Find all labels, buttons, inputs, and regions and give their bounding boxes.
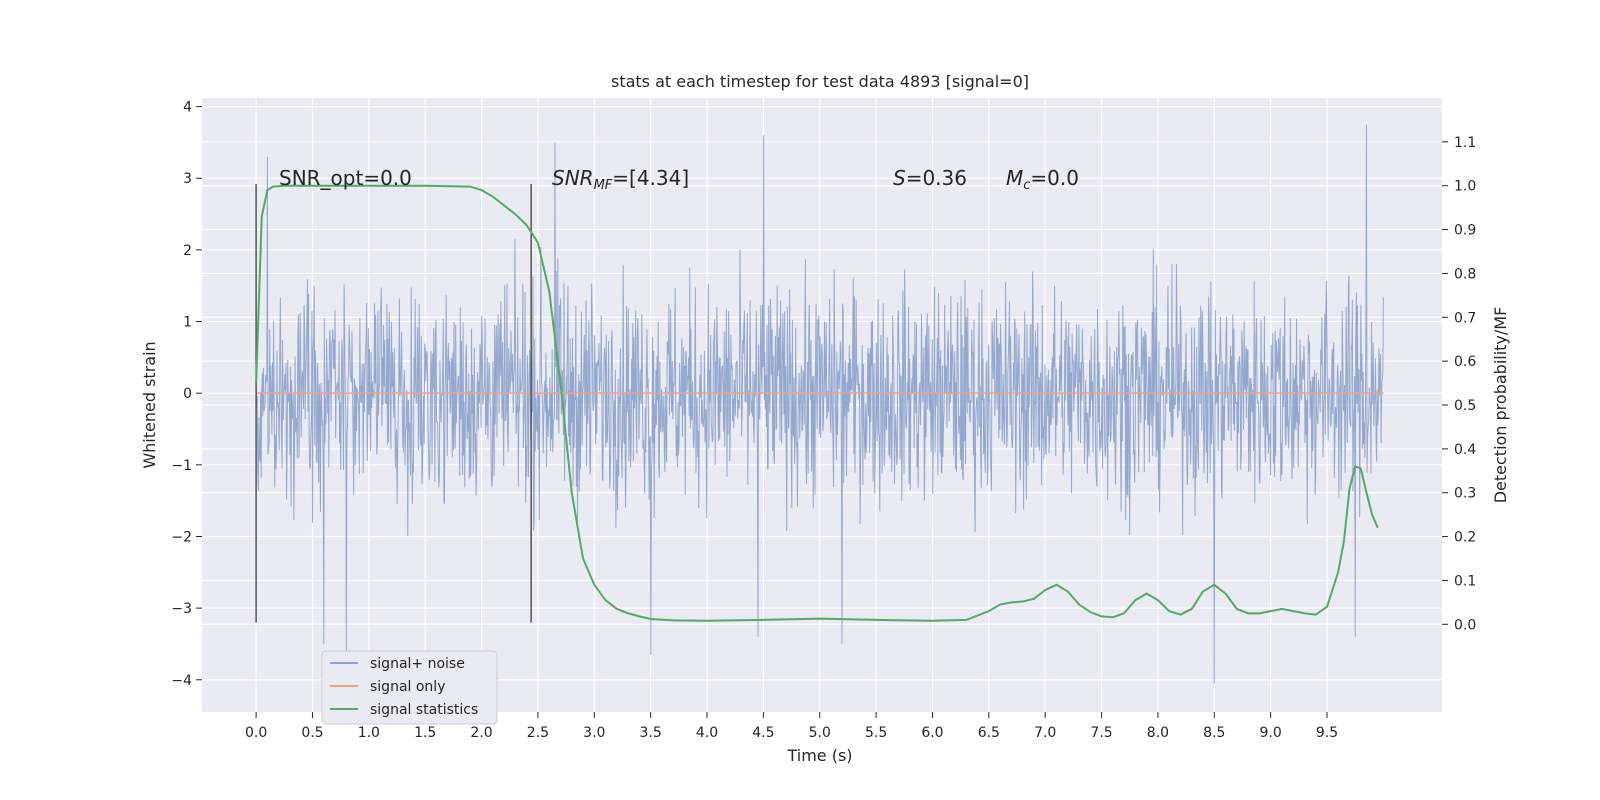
y-tick-label: 4 <box>183 100 192 116</box>
s-symbol: S <box>893 166 906 190</box>
x-tick-label: 8.0 <box>1147 725 1169 741</box>
y2-axis-label: Detection probability/MF <box>1491 307 1510 504</box>
x-tick-label: 6.0 <box>921 725 943 741</box>
y-tick-label: 1 <box>183 315 192 331</box>
legend-box <box>321 650 498 725</box>
series-signal-statistics <box>255 184 1379 622</box>
y2-tick-label: 0.2 <box>1454 530 1476 546</box>
y-tick-label: −4 <box>171 673 192 689</box>
y-tick-label: 2 <box>183 243 192 259</box>
signal-statistics-line <box>255 184 1379 622</box>
y-tick-label: 3 <box>183 171 192 187</box>
annotation-s: S=0.36 <box>893 166 967 190</box>
series-signal-plus-noise <box>255 124 1384 684</box>
y2-tick-label: 1.1 <box>1454 135 1476 151</box>
signal-plus-noise-line <box>255 124 1384 684</box>
x-tick-label: 0.5 <box>301 725 323 741</box>
y2-tick-label: 0.8 <box>1454 266 1476 282</box>
y2-tick-label: 0.5 <box>1454 398 1476 414</box>
chart-title: stats at each timestep for test data 489… <box>611 72 1029 91</box>
y-tick-label: 0 <box>183 386 192 402</box>
x-tick-label: 4.5 <box>752 725 774 741</box>
x-tick-label: 2.5 <box>527 725 549 741</box>
legend-label-signal-statistics: signal statistics <box>370 702 478 718</box>
x-tick-label: 3.0 <box>583 725 605 741</box>
grid <box>202 98 1442 712</box>
x-tick-label: 7.5 <box>1090 725 1112 741</box>
x-tick-label: 5.0 <box>809 725 831 741</box>
y2-tick-label: 1.0 <box>1454 179 1476 195</box>
y2-tick-label: 0.6 <box>1454 354 1476 370</box>
s-value: =0.36 <box>906 166 967 190</box>
y2-tick-label: 0.1 <box>1454 573 1476 589</box>
x-tick-label: 1.5 <box>414 725 436 741</box>
y2-tick-label: 0.7 <box>1454 310 1476 326</box>
vertical-markers <box>255 183 532 623</box>
x-axis-ticks: 0.0 0.5 1.0 1.5 2.0 2.5 3.0 3.5 4.0 4.5 5.0 5.5 6.0 6… <box>245 712 1338 741</box>
legend: signal+ noise signal only signal statist… <box>321 650 498 725</box>
x-tick-label: 4.0 <box>696 725 718 741</box>
legend-label-signal-only: signal only <box>370 679 445 695</box>
y2-axis-ticks: 0.0 0.1 0.2 0.3 0.4 0.5 0.6 0.7 0.8 0.9 1.0 1.1 <box>1442 135 1476 633</box>
snr-mf-sub: MF <box>594 178 613 193</box>
y-axis-ticks: −4 −3 −2 −1 0 1 2 3 4 <box>171 100 202 689</box>
annotation-snr-mf: SNRMF=[4.34] <box>552 166 689 193</box>
y-axis-label: Whitened strain <box>140 341 159 468</box>
y2-tick-label: 0.3 <box>1454 486 1476 502</box>
mc-value: =0.0 <box>1030 166 1079 190</box>
x-tick-label: 6.5 <box>978 725 1000 741</box>
legend-label-signal-plus-noise: signal+ noise <box>370 656 465 672</box>
x-tick-label: 0.0 <box>245 725 267 741</box>
snr-mf-base: SNR <box>552 166 594 190</box>
x-tick-label: 7.0 <box>1034 725 1056 741</box>
mc-base: M <box>1006 166 1023 190</box>
x-tick-label: 1.0 <box>358 725 380 741</box>
y-tick-label: −3 <box>171 601 192 617</box>
x-tick-label: 9.5 <box>1316 725 1338 741</box>
annotation-mc: Mc=0.0 <box>1006 166 1079 193</box>
snr-mf-value: =[4.34] <box>612 166 689 190</box>
y2-tick-label: 0.0 <box>1454 617 1476 633</box>
y-tick-label: −2 <box>171 529 192 545</box>
x-tick-label: 2.0 <box>470 725 492 741</box>
y2-tick-label: 0.9 <box>1454 223 1476 239</box>
x-axis-label: Time (s) <box>786 746 852 765</box>
annotation-snr-opt: SNR_opt=0.0 <box>279 166 412 190</box>
x-tick-label: 5.5 <box>865 725 887 741</box>
x-tick-label: 9.0 <box>1260 725 1282 741</box>
y2-tick-label: 0.4 <box>1454 442 1476 458</box>
mc-sub: c <box>1023 178 1030 193</box>
y-tick-label: −1 <box>171 458 192 474</box>
x-tick-label: 8.5 <box>1203 725 1225 741</box>
x-tick-label: 3.5 <box>640 725 662 741</box>
